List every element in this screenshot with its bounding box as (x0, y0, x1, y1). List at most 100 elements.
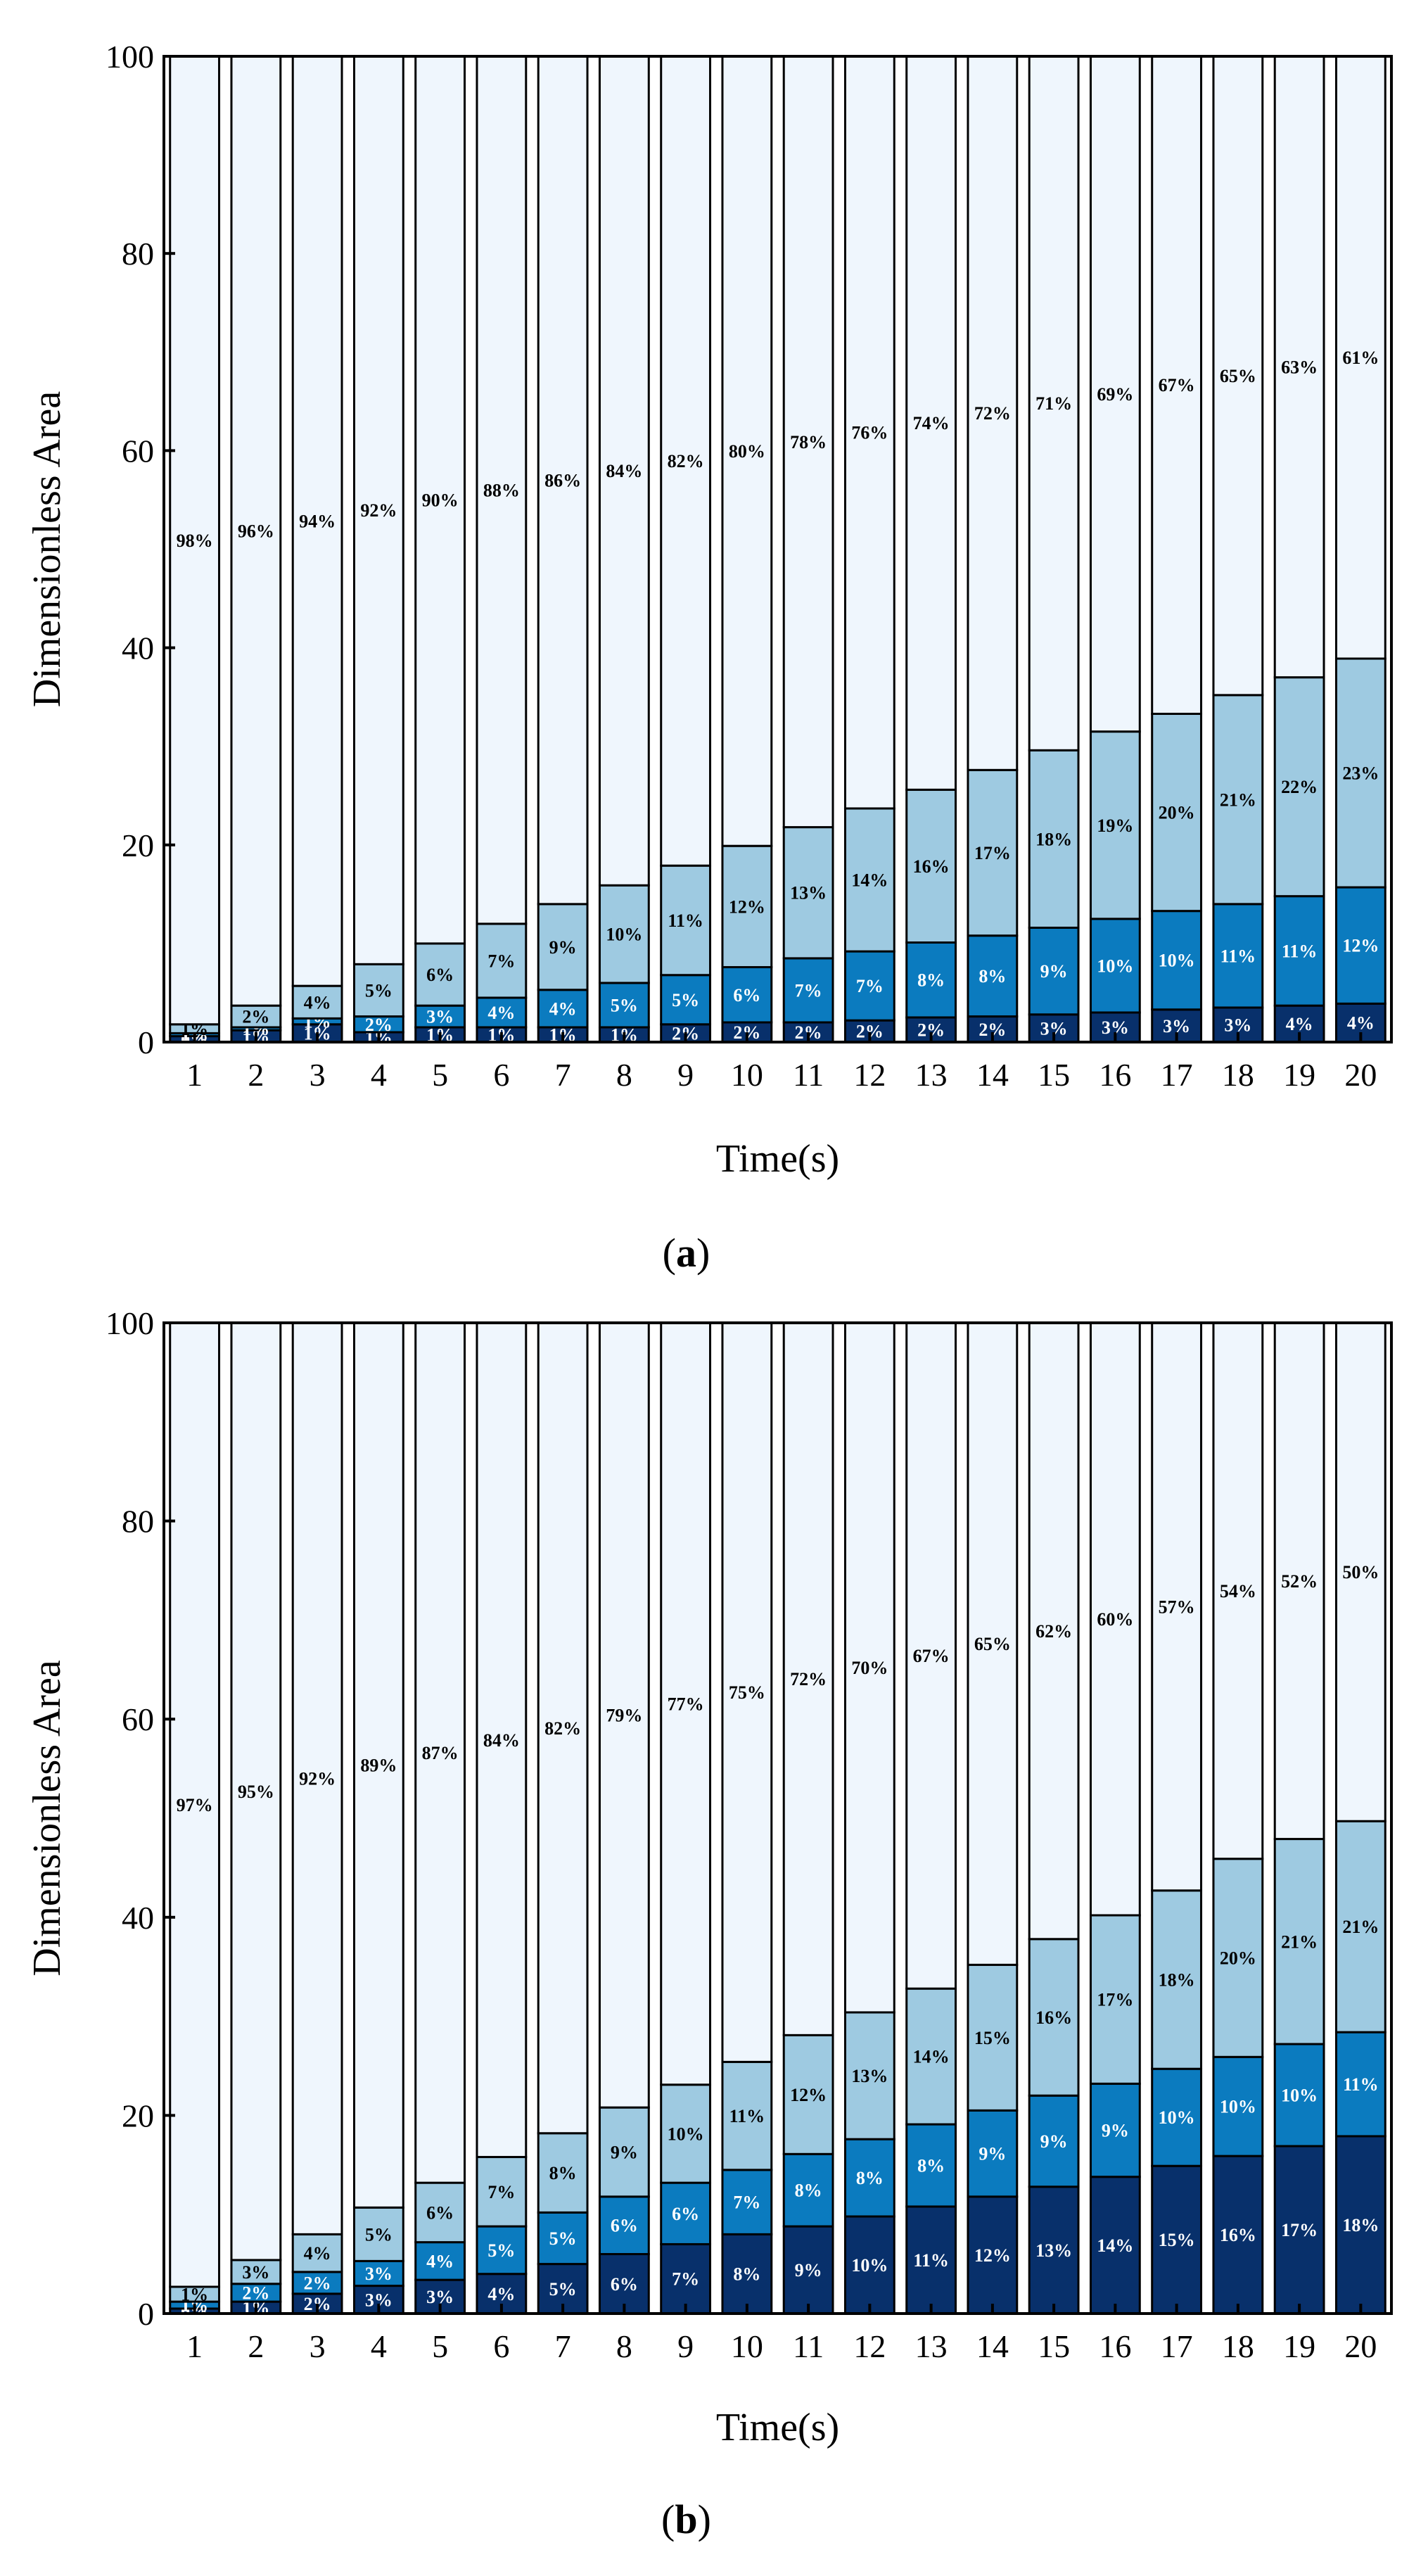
data-label: 21% (1281, 1931, 1318, 1952)
bar-segment (905, 788, 957, 944)
data-label: 4% (304, 992, 331, 1013)
bar-segment (414, 2181, 466, 2244)
bar-segment (598, 55, 650, 887)
x-tick-label: 13 (915, 2328, 948, 2364)
x-tick-label: 8 (616, 1057, 632, 1093)
bar-segment (967, 1963, 1019, 2112)
bar-segment (230, 55, 282, 1007)
data-label: 2% (242, 1007, 269, 1027)
bar-segment (905, 2123, 957, 2208)
bar-segment (782, 2225, 834, 2315)
chart-panel-a: 0%1%1%98%1%1%2%96%1%1%4%94%1%2%5%92%1%3%… (25, 39, 1393, 1276)
x-tick-label: 11 (793, 1057, 824, 1093)
bar-segment (1028, 1321, 1080, 1941)
bar-segment (721, 2233, 773, 2315)
bar-segment (1089, 730, 1141, 920)
data-label: 95% (238, 1782, 274, 1802)
x-tick-label: 5 (432, 1057, 448, 1093)
data-label: 12% (790, 2085, 827, 2105)
data-label: 12% (974, 2245, 1011, 2266)
bar-segment (1028, 926, 1080, 1016)
data-label: 10% (1097, 956, 1133, 976)
x-tick-label: 1 (186, 2328, 203, 2364)
plot-frame (162, 55, 1393, 1043)
bar-segment (1273, 2145, 1325, 2315)
bar-segment (1151, 1889, 1203, 2070)
data-label: 4% (1347, 1013, 1375, 1034)
data-label: 11% (1343, 2074, 1379, 2095)
data-label: 17% (974, 843, 1011, 863)
data-label: 80% (729, 441, 765, 462)
data-label: 88% (483, 480, 520, 500)
bar-segment (1151, 1321, 1203, 1892)
data-label: 8% (917, 970, 945, 991)
bar-segment (721, 844, 773, 969)
x-tick-label: 13 (915, 1057, 948, 1093)
data-label: 23% (1342, 763, 1379, 784)
x-tick-label: 17 (1161, 2328, 1193, 2364)
y-tick-label: 80 (122, 236, 154, 272)
data-label: 16% (1035, 2007, 1072, 2028)
data-label: 78% (790, 432, 827, 452)
data-label: 17% (1281, 2220, 1318, 2240)
bar-segment (843, 2138, 895, 2218)
data-label: 20% (1220, 1948, 1256, 1969)
data-label: 18% (1159, 1970, 1195, 1991)
bar-segment (414, 1004, 466, 1029)
data-label: 7% (487, 2182, 515, 2202)
y-tick-label: 20 (122, 2098, 154, 2133)
data-label: 65% (1220, 366, 1256, 386)
bar-segment (967, 2109, 1019, 2198)
data-label: 15% (974, 2028, 1011, 2048)
data-label: 4% (487, 2284, 515, 2304)
data-label: 14% (851, 870, 888, 891)
x-tick-label: 10 (731, 2328, 763, 2364)
data-label: 11% (729, 2106, 765, 2126)
data-label: 6% (672, 2204, 699, 2224)
x-tick-label: 12 (853, 1057, 886, 1093)
x-tick-label: 14 (976, 2328, 1009, 2364)
x-tick-label: 2 (248, 1057, 264, 1093)
data-label: 61% (1342, 348, 1379, 368)
bar-segment (291, 984, 343, 1020)
data-label: 11% (668, 911, 703, 931)
x-tick-label: 3 (310, 2328, 326, 2364)
y-axis-title: Dimensionless Area (25, 391, 69, 708)
x-tick-label: 6 (493, 1057, 509, 1093)
data-label: 9% (795, 2260, 822, 2280)
bar-segment (782, 2152, 834, 2228)
data-label: 6% (733, 985, 760, 1005)
data-label: 22% (1281, 777, 1318, 797)
data-label: 9% (1040, 2131, 1068, 2152)
data-label: 82% (544, 1718, 581, 1739)
data-label: 87% (422, 1743, 459, 1763)
bar-segment (1028, 55, 1080, 751)
data-label: 75% (729, 1682, 765, 1703)
bar-segment (721, 2060, 773, 2171)
bar-segment (967, 768, 1019, 937)
bar-segment (352, 2259, 404, 2288)
bar-segment (291, 1321, 343, 2235)
data-label: 11% (1282, 941, 1318, 961)
data-label: 8% (917, 2156, 945, 2176)
bar-segment (1151, 712, 1203, 913)
data-label: 12% (1342, 936, 1379, 956)
x-tick-label: 12 (853, 2328, 886, 2364)
data-label: 6% (426, 965, 454, 985)
data-label: 72% (974, 403, 1011, 424)
y-axis: 0 20 40 60 80 100 (106, 39, 175, 1060)
data-label: 65% (974, 1634, 1011, 1654)
bar-segment (1028, 2094, 1080, 2188)
data-label: 5% (549, 2279, 577, 2299)
x-tick-label: 19 (1283, 2328, 1315, 2364)
bar-segment (782, 826, 834, 960)
bar-segment (660, 55, 712, 867)
data-label: 10% (606, 925, 642, 945)
y-tick-label: 20 (122, 827, 154, 863)
panel-caption: (a) (663, 1230, 710, 1276)
x-axis-title: Time(s) (716, 2406, 839, 2449)
x-tick-label: 18 (1222, 1057, 1254, 1093)
chart-panel-b: 0%1%1%97%1%2%3%95%2%2%4%92%3%3%5%89%3%4%… (25, 1305, 1393, 2542)
bar-segment (230, 2259, 282, 2285)
